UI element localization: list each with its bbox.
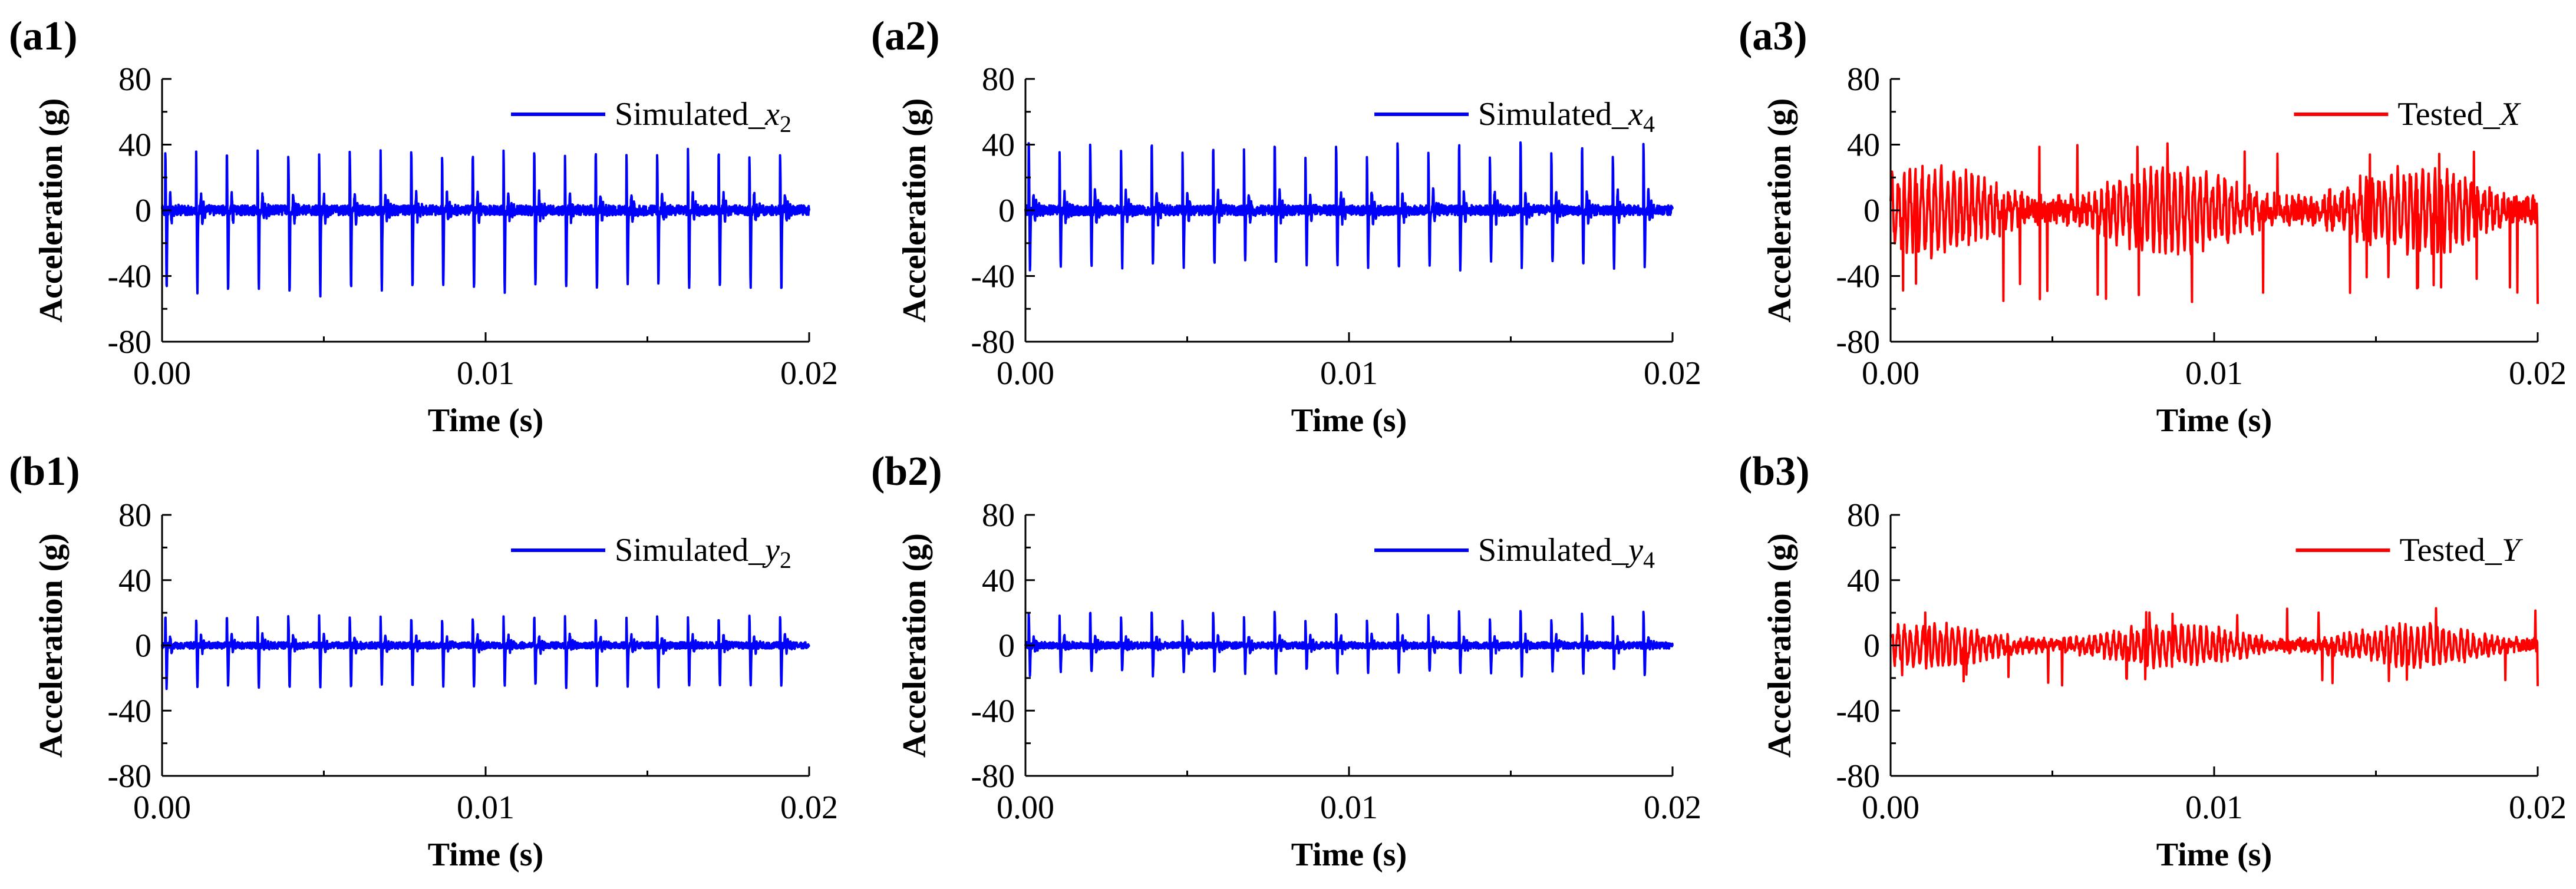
y-axis-title: Acceleration (g) [1762,98,1798,323]
series-line-simulated-y4 [1024,610,1674,678]
series-line-simulated-x4 [1024,141,1674,272]
x-axis-title: Time (s) [2156,402,2272,439]
y-tick-label: 0 [135,193,151,229]
y-tick-label: -40 [107,259,151,295]
x-axis-title: Time (s) [428,837,544,873]
y-tick-label: 0 [1863,628,1880,665]
y-tick-label: -80 [1836,758,1880,795]
y-tick-label: 40 [982,127,1015,164]
series-line-simulated-y2 [161,614,810,690]
x-tick-label: 0.02 [2509,789,2567,826]
y-tick-label: -80 [107,324,151,361]
y-axis-title: Acceleration (g) [33,533,70,758]
y-tick-label: 80 [982,61,1015,98]
panel-label: (a1) [9,14,78,59]
legend-entry: Simulated_y2 [511,532,791,573]
x-tick-label: 0.02 [780,355,838,392]
y-tick-label: 40 [118,563,151,599]
x-tick-label: 0.00 [997,789,1054,826]
legend-label: Tested_Y [2399,532,2523,569]
chart-panel-a3: (a3) -80 -40 0 40 80 0.00 0.01 0.02 Time (s) Accel… [1739,14,2567,439]
x-tick-label: 0.02 [2509,355,2567,392]
chart-panel-a2: (a2) -80 -40 0 40 80 0.00 0.01 0.02 Time (s) Accel… [871,14,1701,439]
y-tick-label: 40 [118,127,151,164]
legend-entry: Simulated_x4 [1374,96,1655,137]
x-tick-label: 0.01 [1320,789,1378,826]
y-tick-label: 80 [1847,497,1880,534]
y-tick-label: 80 [982,497,1015,534]
y-tick-label: -40 [971,693,1015,729]
panel-label: (b1) [9,449,80,494]
y-axis-title: Acceleration (g) [896,533,933,758]
chart-panel-b2: (b2) -80 -40 0 40 80 0.00 0.01 0.02 Time (s) Accel… [871,449,1701,873]
y-tick-label: -80 [107,758,151,795]
x-tick-label: 0.02 [1644,355,1701,392]
x-tick-label: 0.01 [457,355,514,392]
x-tick-label: 0.00 [133,789,191,826]
y-tick-label: 40 [982,563,1015,599]
legend-label: Tested_X [2397,96,2521,133]
x-tick-label: 0.00 [133,355,191,392]
y-axis-title: Acceleration (g) [33,98,70,323]
y-tick-label: 80 [1847,61,1880,98]
legend-entry: Tested_Y [2295,532,2524,569]
x-tick-label: 0.01 [2185,355,2243,392]
legend-entry: Tested_X [2294,96,2522,133]
series-line-simulated-x2 [161,147,810,298]
y-tick-label: -40 [1836,259,1880,295]
panel-label: (a3) [1739,14,1808,59]
y-tick-label: 80 [118,61,151,98]
x-tick-label: 0.00 [997,355,1054,392]
y-tick-label: -80 [971,758,1015,795]
y-tick-label: -40 [971,259,1015,295]
x-axis-title: Time (s) [1291,837,1407,873]
legend-entry: Simulated_y4 [1374,532,1655,573]
y-tick-label: 0 [1863,193,1880,229]
legend-label: Simulated_x2 [615,96,791,137]
y-tick-label: 0 [998,628,1015,665]
y-axis-title: Acceleration (g) [896,98,933,323]
y-tick-label: 40 [1847,127,1880,164]
legend-entry: Simulated_x2 [511,96,791,137]
y-tick-label: -80 [971,324,1015,361]
x-tick-label: 0.00 [1862,355,1919,392]
x-tick-label: 0.01 [1320,355,1378,392]
series-line-tested-y [1889,607,2539,687]
x-axis-title: Time (s) [2156,837,2272,873]
x-tick-label: 0.00 [1862,789,1919,826]
x-axis-title: Time (s) [428,402,544,439]
panel-label: (a2) [871,14,940,59]
x-tick-label: 0.01 [2185,789,2243,826]
legend-label: Simulated_y2 [615,532,791,573]
y-tick-label: 0 [998,193,1015,229]
legend-label: Simulated_y4 [1478,532,1655,573]
y-tick-label: 0 [135,628,151,665]
chart-panel-b3: (b3) -80 -40 0 40 80 0.00 0.01 0.02 Time (s) Accel… [1739,449,2567,873]
x-tick-label: 0.01 [457,789,514,826]
x-tick-label: 0.02 [780,789,838,826]
panel-label: (b2) [871,449,942,494]
series-line-tested-x [1889,142,2539,304]
legend-label: Simulated_x4 [1478,96,1655,137]
chart-panel-a1: (a1) -80 -40 0 40 80 0.00 0.01 0.02 Time (s) Accel… [9,14,838,439]
y-tick-label: 40 [1847,563,1880,599]
x-tick-label: 0.02 [1644,789,1701,826]
y-tick-label: -40 [1836,693,1880,729]
y-tick-label: -40 [107,693,151,729]
chart-panel-b1: (b1) -80 -40 0 40 80 0.00 0.01 0.02 Time (s) Accel… [9,449,838,873]
y-axis-title: Acceleration (g) [1762,533,1798,758]
panel-label: (b3) [1739,449,1810,494]
x-axis-title: Time (s) [1291,402,1407,439]
y-tick-label: -80 [1836,324,1880,361]
y-tick-label: 80 [118,497,151,534]
